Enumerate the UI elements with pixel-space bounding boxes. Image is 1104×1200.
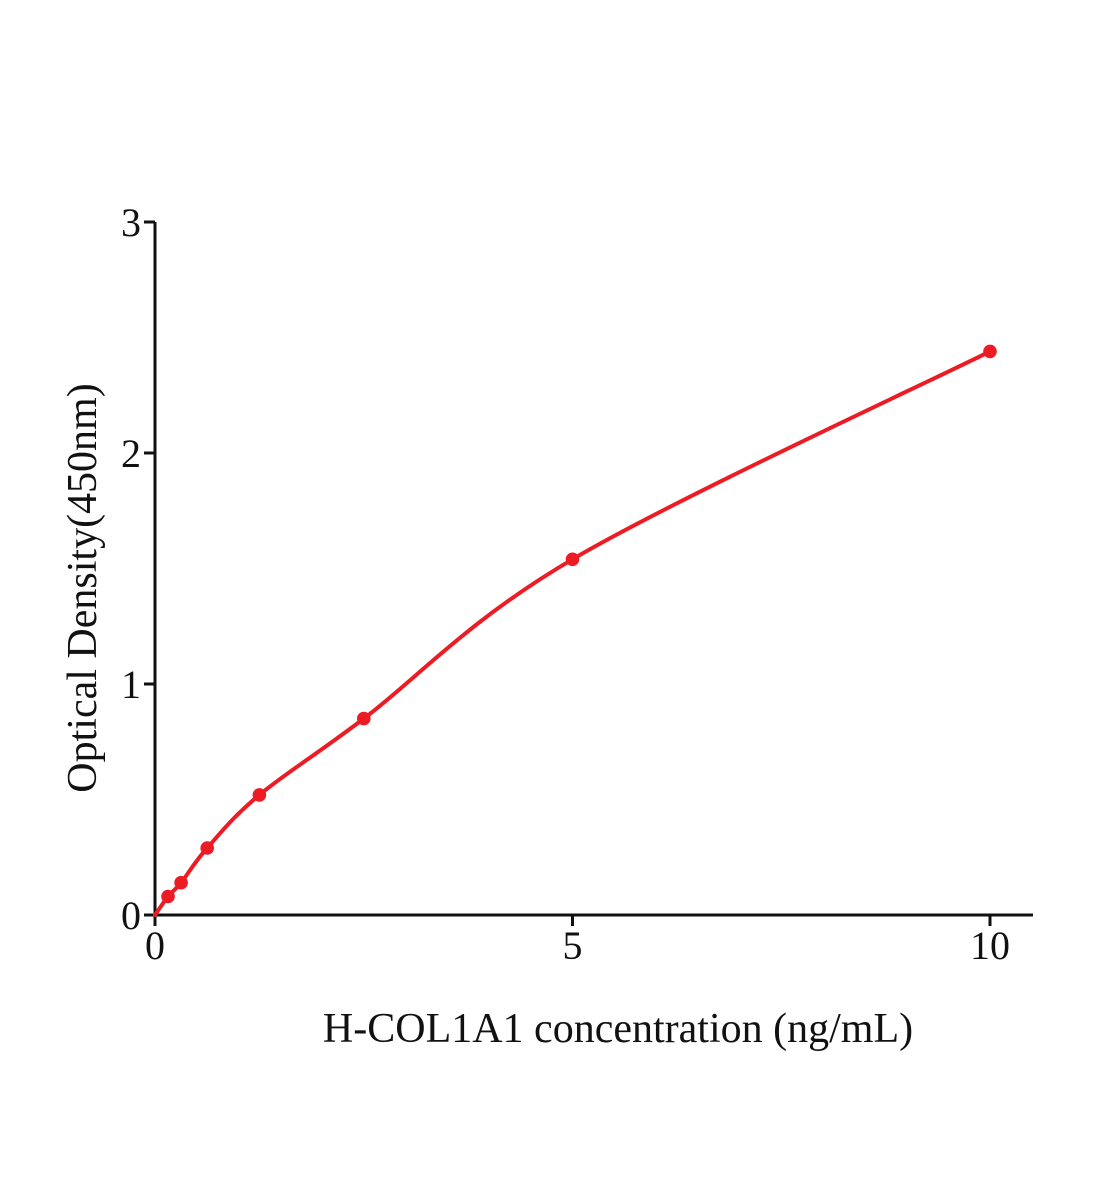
y-tick-label: 0 [121, 893, 141, 938]
data-point [161, 889, 175, 904]
series-layer [153, 344, 997, 917]
data-point [252, 788, 267, 802]
x-tick-label: 0 [145, 923, 165, 968]
y-tick-label: 1 [121, 662, 141, 707]
data-point [565, 552, 580, 567]
data-point [200, 841, 214, 855]
y-tick-label: 3 [121, 200, 141, 245]
y-axis-title: Optical Density(450nm) [60, 383, 106, 792]
fit-curve [153, 349, 992, 917]
data-point [983, 344, 997, 359]
y-tick-label: 2 [121, 431, 141, 476]
x-axis-title: H-COL1A1 concentration (ng/mL) [323, 1006, 913, 1052]
data-point [174, 875, 188, 890]
axes-layer: 0 5 10 0 1 2 3 [121, 200, 1033, 968]
x-tick-label: 5 [563, 923, 583, 968]
x-tick-label: 10 [970, 923, 1010, 968]
data-point [357, 711, 371, 726]
